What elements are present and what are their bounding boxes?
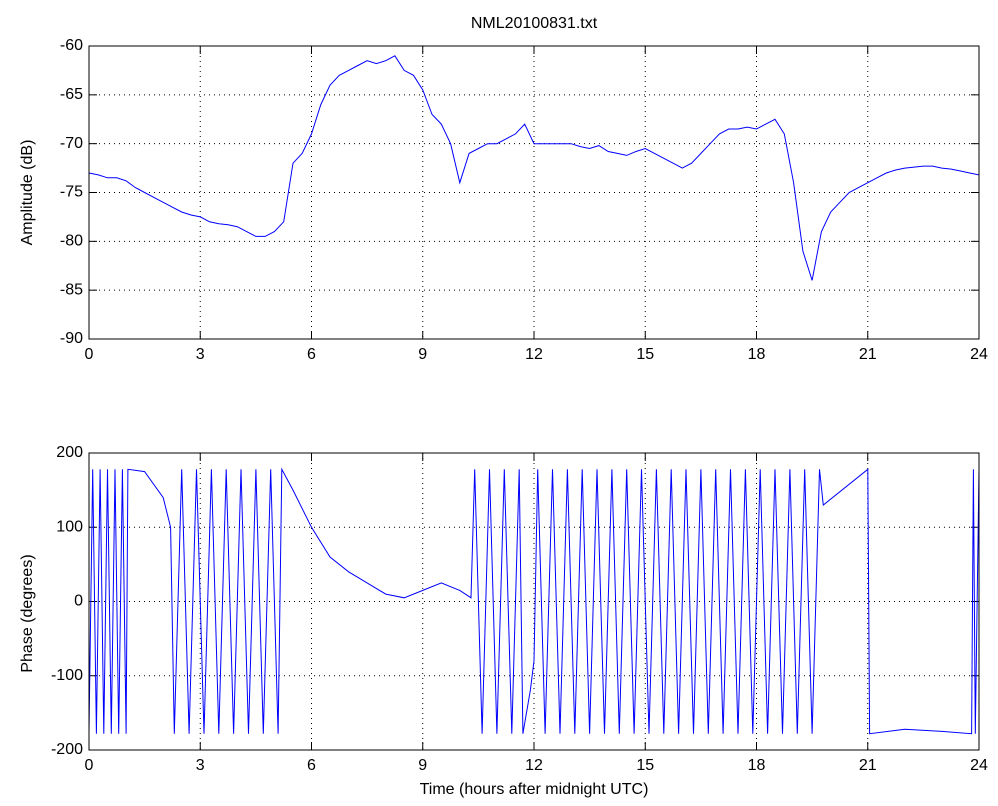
y-tick-label: -75	[60, 184, 83, 201]
y-tick-label: 100	[56, 518, 83, 535]
chart-title: NML20100831.txt	[471, 15, 598, 32]
y-axis-label: Amplitude (dB)	[19, 140, 36, 246]
x-tick-label: 24	[970, 346, 988, 363]
x-tick-label: 9	[418, 757, 427, 774]
x-tick-label: 6	[307, 346, 316, 363]
x-tick-label: 15	[636, 757, 654, 774]
x-tick-label: 18	[748, 346, 766, 363]
data-line	[88, 55, 980, 281]
x-tick-label: 6	[307, 757, 316, 774]
x-tick-label: 9	[418, 346, 427, 363]
y-tick-label: -90	[60, 330, 83, 347]
x-tick-label: 18	[748, 757, 766, 774]
x-tick-label: 0	[85, 757, 94, 774]
y-tick-label: 0	[74, 593, 83, 610]
y-tick-label: -60	[60, 37, 83, 54]
x-tick-label: 3	[196, 346, 205, 363]
y-tick-label: 200	[56, 444, 83, 461]
y-tick-label: -200	[51, 741, 83, 758]
x-tick-label: 12	[525, 757, 543, 774]
y-tick-label: -100	[51, 667, 83, 684]
x-tick-label: 12	[525, 346, 543, 363]
x-tick-label: 21	[859, 346, 877, 363]
x-axis-label: Time (hours after midnight UTC)	[420, 781, 649, 798]
x-tick-label: 24	[970, 757, 988, 774]
data-line	[88, 467, 980, 735]
axes-frame	[88, 452, 980, 751]
y-axis-label: Phase (degrees)	[19, 554, 36, 672]
x-tick-label: 15	[636, 346, 654, 363]
x-tick-label: 21	[859, 757, 877, 774]
axes-frame	[88, 45, 980, 340]
x-tick-label: 0	[85, 346, 94, 363]
y-tick-label: -85	[60, 281, 83, 298]
y-tick-label: -80	[60, 233, 83, 250]
x-tick-label: 3	[196, 757, 205, 774]
y-tick-label: -65	[60, 86, 83, 103]
y-tick-label: -70	[60, 135, 83, 152]
